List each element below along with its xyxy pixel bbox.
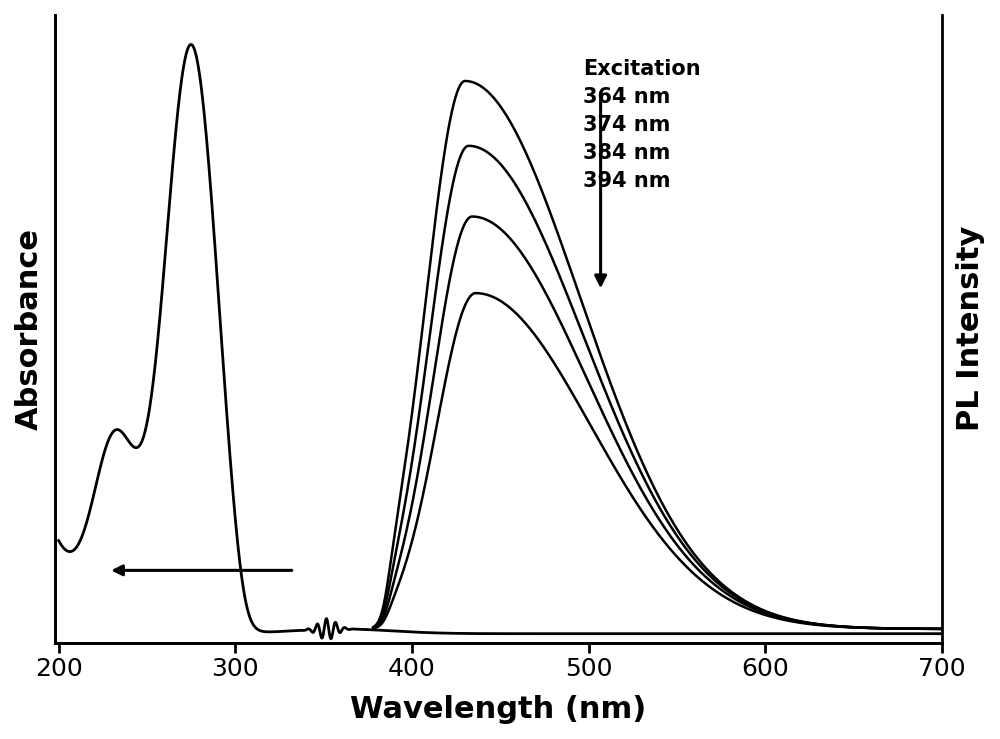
Y-axis label: PL Intensity: PL Intensity bbox=[956, 226, 985, 432]
Y-axis label: Absorbance: Absorbance bbox=[15, 228, 44, 430]
Text: Excitation
364 nm
374 nm
384 nm
394 nm: Excitation 364 nm 374 nm 384 nm 394 nm bbox=[583, 59, 701, 191]
X-axis label: Wavelength (nm): Wavelength (nm) bbox=[350, 695, 647, 724]
